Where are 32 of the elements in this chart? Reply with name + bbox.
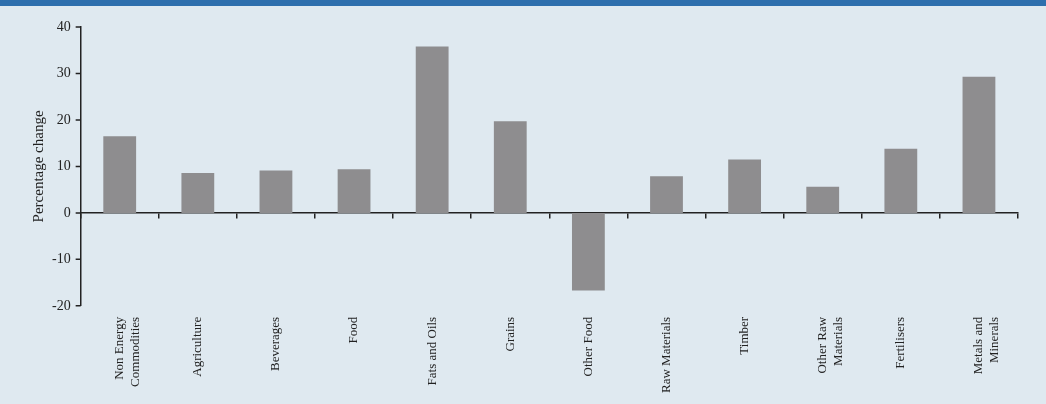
bar (337, 169, 371, 213)
x-tick-label: Beverages (267, 316, 283, 371)
bar (728, 159, 762, 213)
bar (884, 148, 918, 213)
y-axis-title: Percentage change (29, 110, 46, 223)
y-tick-label: 0 (63, 204, 71, 220)
y-tick-label: 30 (56, 65, 71, 81)
x-tick-label: Grains (501, 316, 517, 352)
bar (181, 172, 215, 213)
bar (806, 186, 840, 213)
y-tick-label: 20 (56, 111, 71, 127)
y-tick-label: 40 (56, 18, 71, 34)
bar (650, 176, 683, 213)
x-tick-label: Timber (736, 316, 752, 355)
x-tick-label: Fertilisers (892, 316, 908, 369)
x-tick-label: Other Food (579, 316, 595, 377)
bar (493, 121, 527, 213)
bar (415, 46, 449, 213)
x-tick-label: Non Energy Commodities (111, 316, 142, 387)
y-tick-label: -20 (51, 297, 71, 313)
x-tick-label: Agriculture (189, 316, 205, 377)
bar (962, 76, 996, 213)
x-tick-label: Other Raw Materials (814, 316, 845, 374)
bar (103, 136, 137, 213)
bar (259, 170, 293, 213)
x-tick-label: Food (345, 316, 361, 344)
bar (571, 212, 605, 291)
x-tick-label: Raw Materials (657, 316, 673, 393)
y-tick-label: -10 (51, 251, 71, 267)
x-tick-label: Fats and Oils (423, 316, 439, 386)
y-tick-label: 10 (56, 158, 71, 174)
x-tick-label: Metals and Minerals (970, 316, 1001, 375)
